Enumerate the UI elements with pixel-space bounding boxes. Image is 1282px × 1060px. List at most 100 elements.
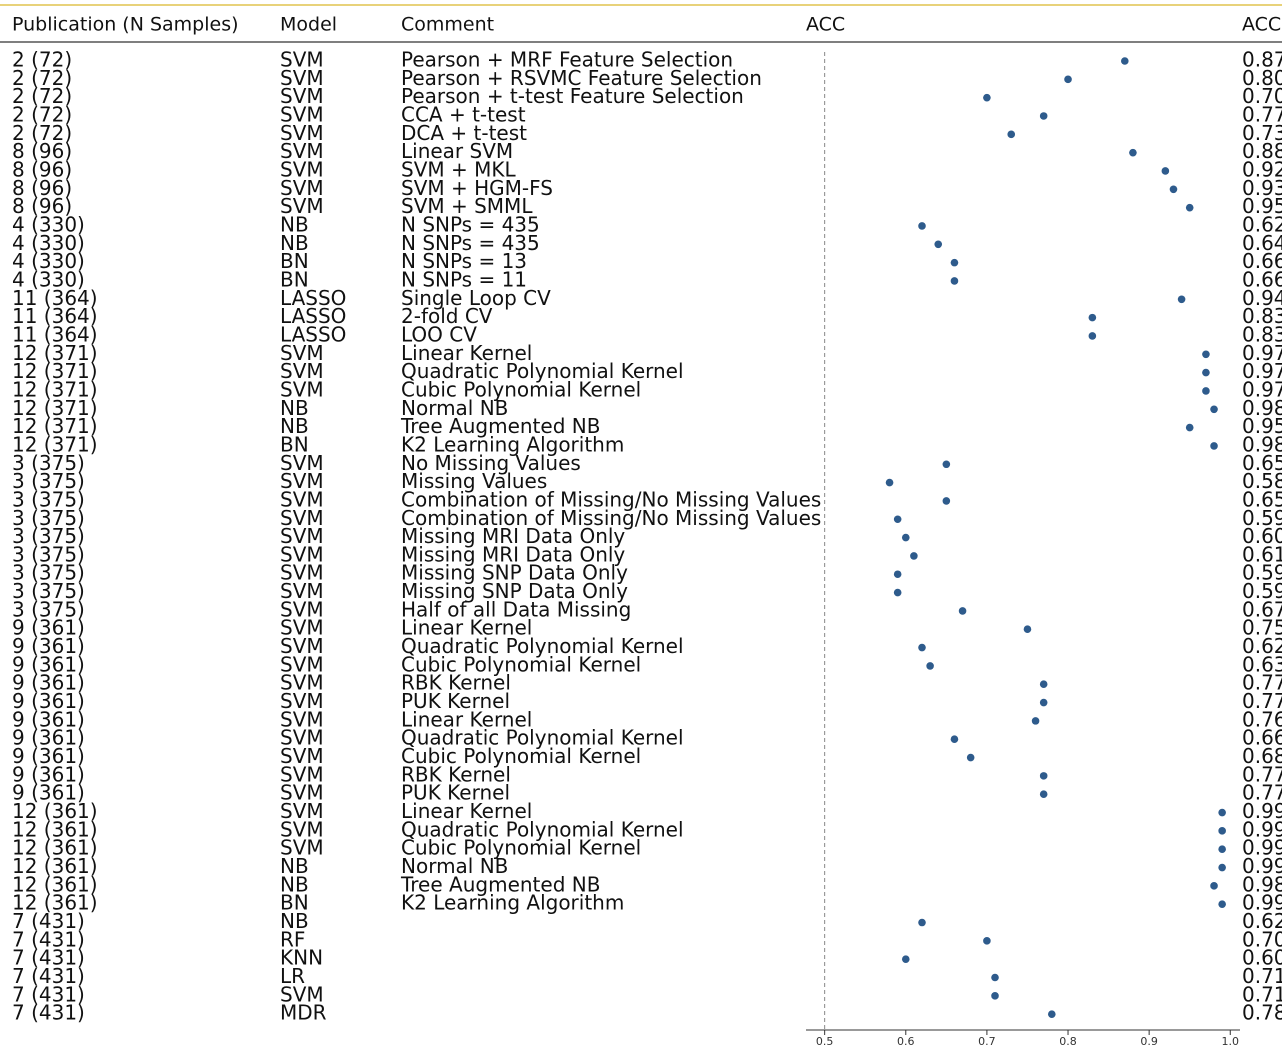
publication: 12 (371) — [12, 414, 98, 438]
acc-label: 0.70 — [1242, 84, 1282, 108]
x-tick-label: 1.0 — [1222, 1035, 1240, 1048]
publication: 3 (375) — [12, 487, 85, 511]
acc-label: 0.87 — [1242, 48, 1282, 72]
comment: LOO CV — [401, 322, 477, 346]
model: NB — [280, 212, 309, 236]
publication: 3 (375) — [12, 561, 85, 585]
acc-label: 0.97 — [1242, 377, 1282, 401]
acc-label: 0.59 — [1242, 579, 1282, 603]
header: ACC — [1242, 14, 1281, 36]
publication: 7 (431) — [12, 1001, 85, 1025]
comment: N SNPs = 435 — [401, 231, 540, 255]
comment: Linear Kernel — [401, 707, 532, 731]
model: SVM — [280, 982, 324, 1006]
dot — [1161, 167, 1170, 175]
dot — [1023, 625, 1032, 634]
acc-label: 0.98 — [1242, 432, 1282, 456]
publication: 12 (371) — [12, 432, 98, 456]
dot — [918, 918, 926, 927]
dot — [1202, 350, 1210, 359]
model: SVM — [280, 377, 324, 401]
dot — [1210, 405, 1218, 414]
model: LASSO — [280, 286, 346, 310]
acc-label: 0.66 — [1242, 267, 1282, 291]
publication: 2 (72) — [12, 102, 72, 126]
publication: 9 (361) — [12, 762, 85, 786]
model: SVM — [280, 176, 324, 200]
model: LASSO — [280, 304, 346, 328]
comment: Cubic Polynomial Kernel — [401, 836, 641, 860]
acc-label: 0.99 — [1242, 799, 1282, 823]
publication: 12 (361) — [12, 817, 98, 841]
x-tick-label: 0.8 — [1059, 1035, 1077, 1048]
model: BN — [280, 891, 309, 915]
model: SVM — [280, 506, 324, 530]
dot — [1007, 130, 1016, 139]
comment: Pearson + MRF Feature Selection — [401, 48, 733, 72]
publication: 12 (361) — [12, 891, 98, 915]
model: SVM — [280, 762, 324, 786]
acc-label: 0.62 — [1242, 634, 1282, 658]
publication: 9 (361) — [12, 634, 85, 658]
dot — [950, 258, 959, 267]
publication: 8 (96) — [12, 176, 72, 200]
x-tick-label: 0.7 — [978, 1035, 996, 1048]
model: SVM — [280, 469, 324, 493]
comment: PUK Kernel — [401, 689, 510, 713]
comment: Cubic Polynomial Kernel — [401, 652, 641, 676]
dot — [918, 222, 926, 230]
dot — [885, 478, 894, 487]
comment: Linear Kernel — [401, 341, 532, 365]
acc-label: 0.93 — [1242, 176, 1282, 200]
model: SVM — [280, 671, 324, 695]
publication: 2 (72) — [12, 121, 72, 145]
acc-label: 0.67 — [1242, 597, 1282, 621]
dot — [1039, 772, 1048, 780]
acc-label: 0.95 — [1242, 194, 1282, 218]
publication: 2 (72) — [12, 84, 72, 108]
acc-label: 0.59 — [1242, 506, 1282, 530]
model: SVM — [280, 194, 324, 218]
header: ACC — [806, 14, 845, 36]
comment: RBK Kernel — [401, 671, 511, 695]
acc-label: 0.71 — [1242, 964, 1282, 988]
header: Comment — [401, 14, 494, 36]
comment: N SNPs = 435 — [401, 212, 540, 236]
publication: 9 (361) — [12, 616, 85, 640]
model: MDR — [280, 1001, 327, 1025]
publication: 2 (72) — [12, 66, 72, 90]
acc-label: 0.77 — [1242, 671, 1282, 695]
publication: 8 (96) — [12, 139, 72, 163]
acc-label: 0.62 — [1242, 212, 1282, 236]
comment: SVM + MKL — [401, 157, 516, 181]
dot — [983, 93, 991, 102]
header: Model — [280, 14, 337, 36]
model: NB — [280, 396, 309, 420]
acc-label: 0.99 — [1242, 836, 1282, 860]
publication: 11 (364) — [12, 322, 98, 346]
model: SVM — [280, 341, 324, 365]
publication: 4 (330) — [12, 267, 85, 291]
dot — [1210, 442, 1218, 450]
dot — [983, 937, 991, 945]
acc-label: 0.99 — [1242, 854, 1282, 878]
dot — [991, 992, 999, 1000]
dot — [901, 955, 910, 963]
comment: No Missing Values — [401, 451, 581, 475]
model: SVM — [280, 836, 324, 860]
comment: Tree Augmented NB — [400, 414, 600, 438]
model: NB — [280, 872, 309, 896]
dot — [1169, 185, 1178, 194]
comment: Quadratic Polynomial Kernel — [401, 817, 684, 841]
acc-label: 0.60 — [1242, 946, 1282, 970]
dot — [1031, 717, 1040, 725]
acc-label: 0.70 — [1242, 927, 1282, 951]
dot — [966, 753, 975, 762]
model: SVM — [280, 66, 324, 90]
publication: 4 (330) — [12, 231, 85, 255]
publication: 12 (371) — [12, 377, 98, 401]
dot — [910, 552, 918, 560]
acc-label: 0.71 — [1242, 982, 1282, 1006]
dot — [958, 607, 967, 615]
publication: 3 (375) — [12, 524, 85, 548]
